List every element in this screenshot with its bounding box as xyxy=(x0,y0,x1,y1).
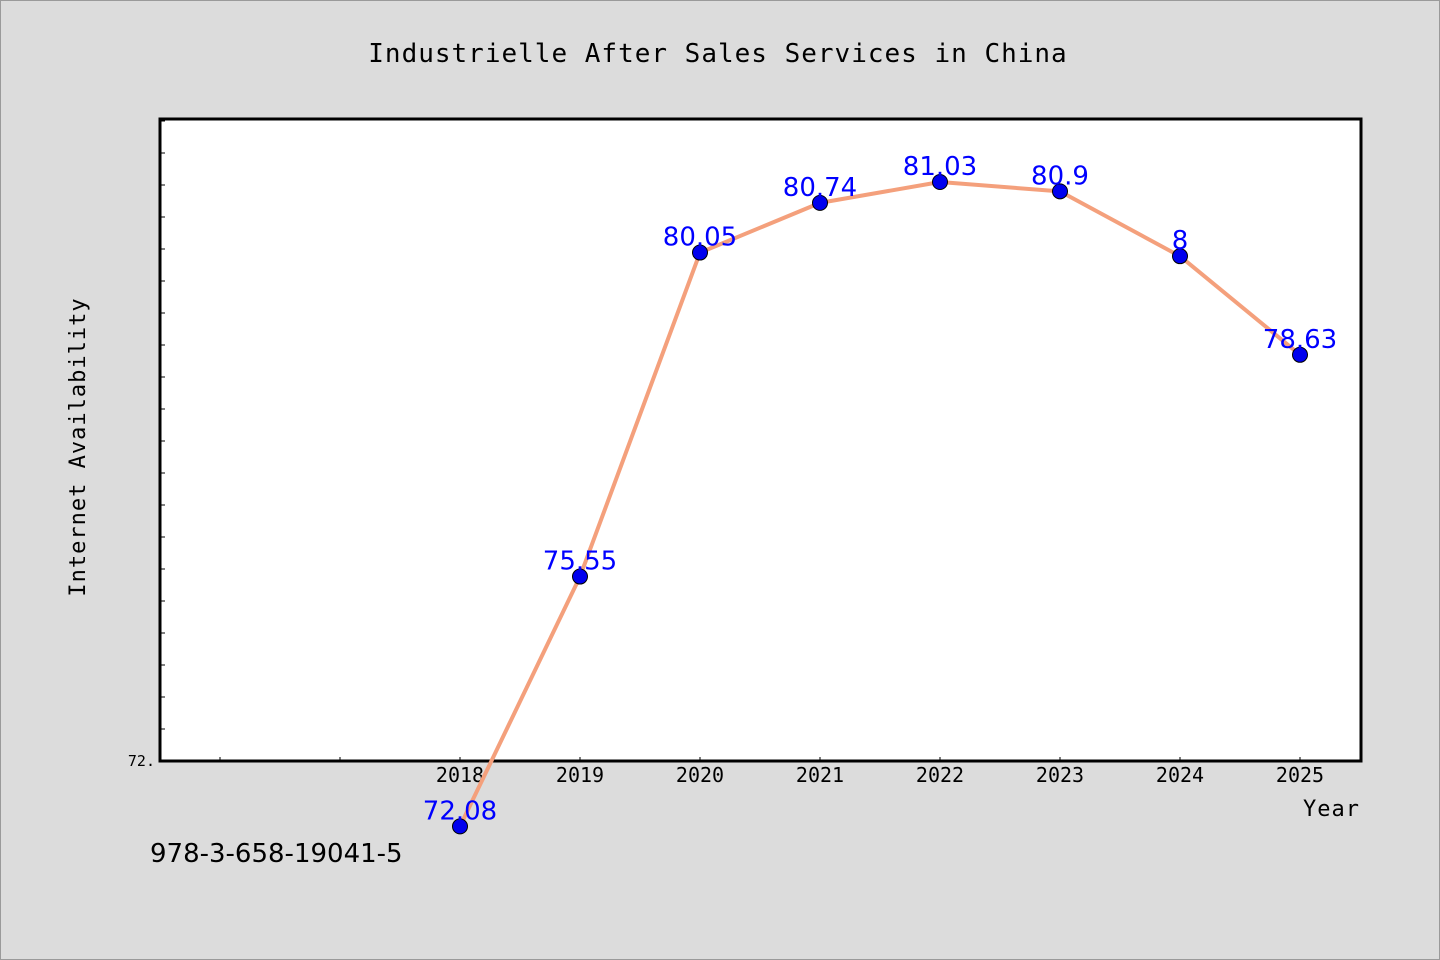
data-label: 81.03 xyxy=(903,152,977,182)
plot-area xyxy=(158,117,1363,763)
x-tick-label: 2024 xyxy=(1156,763,1204,787)
series-line xyxy=(458,180,1302,828)
data-point xyxy=(1052,183,1068,200)
isbn-footnote: 978-3-658-19041-5 xyxy=(150,839,403,869)
x-tick-labels: 2018 2019 2020 2021 2022 2023 2024 2025 xyxy=(436,763,1324,787)
y-axis-label: Internet Availability xyxy=(66,297,91,596)
y-tick-label: 72. xyxy=(128,752,155,770)
x-tick-label: 2020 xyxy=(676,763,724,787)
data-label: 8 xyxy=(1172,226,1189,256)
y-axis-ticks xyxy=(160,120,165,762)
data-label: 75.55 xyxy=(543,547,617,577)
data-label: 80.74 xyxy=(783,173,857,203)
x-tick-label: 2019 xyxy=(556,763,604,787)
data-label: 80.9 xyxy=(1031,161,1089,191)
data-label: 78.63 xyxy=(1263,325,1337,355)
x-tick-label: 2023 xyxy=(1036,763,1084,787)
data-label: 80.05 xyxy=(663,223,737,253)
data-point xyxy=(452,818,468,835)
series-layer: 72.08 75.55 80.05 80.74 81.03 80.9 8 78.63 xyxy=(423,152,1337,835)
chart-title: Industrielle After Sales Services in Chi… xyxy=(368,39,1067,69)
data-point xyxy=(1172,248,1188,265)
x-tick-label: 2021 xyxy=(796,763,844,787)
x-axis-ticks xyxy=(219,757,1301,761)
x-tick-label: 2022 xyxy=(916,763,964,787)
data-point xyxy=(1292,346,1308,363)
data-label: 72.08 xyxy=(423,796,497,826)
x-axis-label: Year xyxy=(1303,797,1360,822)
data-point xyxy=(932,174,948,190)
data-point xyxy=(692,244,708,261)
data-point xyxy=(572,568,588,585)
data-point xyxy=(812,194,828,211)
x-tick-label: 2018 xyxy=(436,763,484,787)
x-tick-label: 2025 xyxy=(1276,763,1324,787)
